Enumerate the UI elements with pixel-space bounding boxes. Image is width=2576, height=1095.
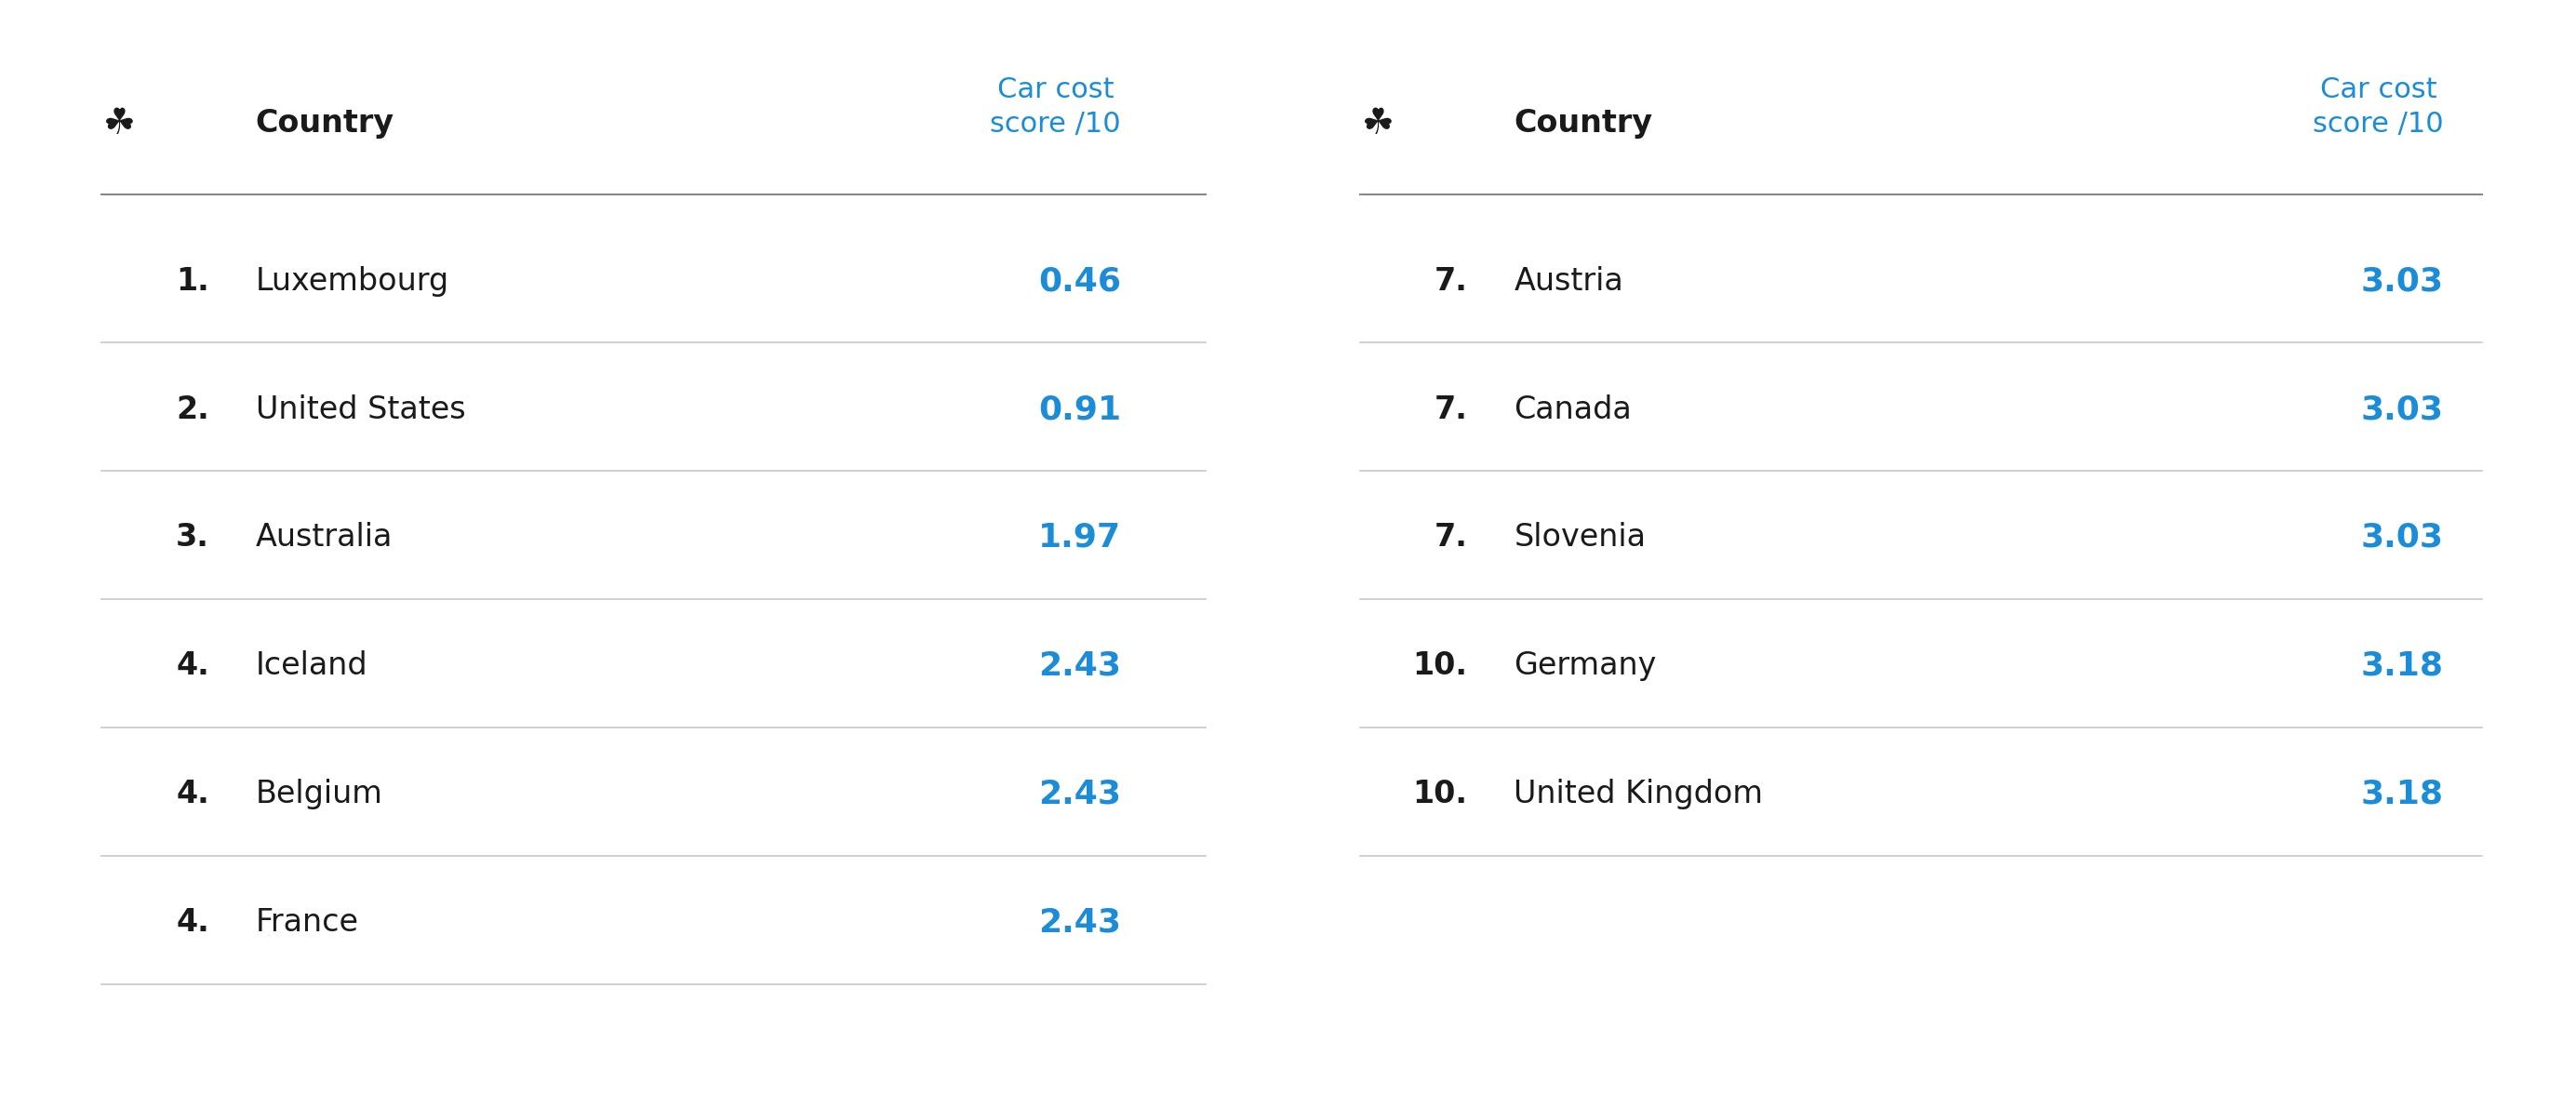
Text: United Kingdom: United Kingdom [1515, 779, 1765, 809]
Text: 1.: 1. [175, 266, 209, 297]
Text: 3.18: 3.18 [2362, 779, 2445, 810]
Text: 7.: 7. [1435, 266, 1468, 297]
Text: 3.03: 3.03 [2362, 522, 2445, 554]
Text: Luxembourg: Luxembourg [255, 266, 448, 297]
Text: 3.: 3. [175, 522, 209, 553]
Text: France: France [255, 908, 358, 938]
Text: Belgium: Belgium [255, 779, 384, 809]
Text: Canada: Canada [1515, 394, 1633, 425]
Text: 3.03: 3.03 [2362, 265, 2445, 297]
Text: 10.: 10. [1412, 779, 1468, 809]
Text: 2.43: 2.43 [1038, 907, 1121, 938]
Text: Germany: Germany [1515, 650, 1656, 681]
Text: ☘: ☘ [103, 106, 137, 141]
Text: Car cost
score /10: Car cost score /10 [2313, 77, 2445, 138]
Text: 3.18: 3.18 [2362, 650, 2445, 682]
Text: ☘: ☘ [1363, 106, 1394, 141]
Text: Iceland: Iceland [255, 650, 368, 681]
Text: Australia: Australia [255, 522, 392, 553]
Text: 2.43: 2.43 [1038, 650, 1121, 682]
Text: 7.: 7. [1435, 522, 1468, 553]
Text: Country: Country [1515, 108, 1654, 139]
Text: 10.: 10. [1412, 650, 1468, 681]
Text: 1.97: 1.97 [1038, 522, 1121, 554]
Text: 0.46: 0.46 [1038, 265, 1121, 297]
Text: 2.: 2. [175, 394, 209, 425]
Text: 4.: 4. [175, 779, 209, 809]
Text: 0.91: 0.91 [1038, 393, 1121, 425]
Text: Country: Country [255, 108, 394, 139]
Text: 4.: 4. [175, 908, 209, 938]
Text: United States: United States [255, 394, 466, 425]
Text: 7.: 7. [1435, 394, 1468, 425]
Text: Austria: Austria [1515, 266, 1623, 297]
Text: Car cost
score /10: Car cost score /10 [989, 77, 1121, 138]
Text: Slovenia: Slovenia [1515, 522, 1646, 553]
Text: 2.43: 2.43 [1038, 779, 1121, 810]
Text: 3.03: 3.03 [2362, 393, 2445, 425]
Text: 4.: 4. [175, 650, 209, 681]
